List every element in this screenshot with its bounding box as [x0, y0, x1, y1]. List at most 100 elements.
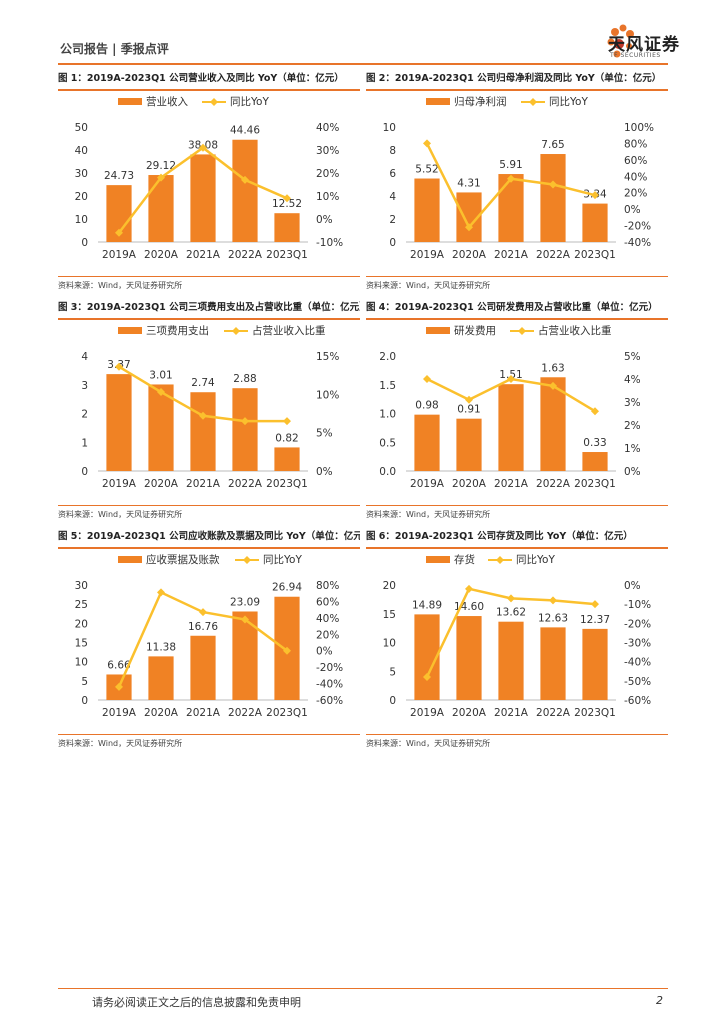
line-point [465, 584, 473, 593]
x-tick-label: 2019A [102, 707, 137, 719]
line-point [465, 223, 473, 232]
x-tick-label: 2021A [186, 478, 221, 490]
x-tick-label: 2023Q1 [266, 707, 308, 719]
legend-bar-swatch [426, 556, 450, 563]
bar [456, 418, 482, 471]
figure-source: 资料来源：Wind，天风证券研究所 [58, 281, 183, 290]
bar [582, 203, 608, 242]
bar [232, 139, 258, 242]
figure-4: 图 4：2019A-2023Q1 公司研发费用及占营收比重（单位：亿元） 研发费… [366, 299, 668, 524]
chart-legend: 归母净利润 同比YoY [426, 95, 588, 108]
figure-1: 图 1：2019A-2023Q1 公司营业收入及同比 YoY（单位：亿元） 营业… [58, 70, 360, 295]
y2-tick-label: 30% [316, 145, 339, 157]
legend-line-marker [518, 327, 526, 335]
bar [274, 213, 300, 242]
y2-tick-label: 10% [316, 389, 339, 401]
bar [498, 621, 524, 700]
y-tick-label: 4 [389, 191, 396, 203]
bar [582, 452, 608, 471]
bar-value-label: 5.52 [415, 164, 438, 176]
y2-tick-label: 3% [624, 397, 641, 409]
bar-value-label: 12.52 [272, 198, 302, 210]
bar-value-label: 12.63 [538, 612, 568, 624]
x-tick-label: 2020A [144, 478, 179, 490]
x-tick-label: 2023Q1 [574, 478, 616, 490]
figure-source: 资料来源：Wind，天风证券研究所 [366, 739, 491, 748]
bar [414, 178, 440, 242]
y-tick-label: 1.0 [379, 409, 396, 421]
x-tick-label: 2023Q1 [574, 249, 616, 261]
logo-icon [607, 24, 634, 58]
bar [540, 377, 566, 471]
bar-value-label: 23.09 [230, 596, 260, 608]
legend-line-marker [496, 556, 504, 564]
bar [106, 374, 132, 471]
line-point [157, 588, 165, 597]
legend-bar-label: 归母净利润 [454, 95, 507, 108]
x-tick-label: 2021A [494, 707, 529, 719]
line-point [241, 175, 249, 184]
y2-tick-label: 100% [624, 122, 654, 134]
y-tick-label: 1 [81, 437, 88, 449]
chart-legend: 应收票据及账款 同比YoY [118, 553, 302, 566]
x-tick-label: 2021A [494, 478, 529, 490]
y-tick-label: 25 [75, 599, 88, 611]
x-tick-label: 2022A [536, 707, 571, 719]
bar [498, 174, 524, 242]
line-point [423, 375, 431, 383]
line-point [157, 388, 165, 397]
y-tick-label: 2 [389, 214, 396, 226]
x-tick-label: 2020A [452, 707, 487, 719]
line-point [423, 673, 431, 681]
legend-bar-label: 存货 [454, 553, 475, 566]
y2-tick-label: -10% [624, 599, 651, 611]
y2-tick-label: 40% [316, 122, 339, 134]
y-tick-label: 2 [81, 409, 88, 421]
legend-bar-label: 营业收入 [146, 95, 188, 108]
bar-value-label: 6.66 [107, 659, 131, 671]
x-tick-label: 2019A [410, 707, 445, 719]
y2-tick-label: 0% [624, 580, 641, 592]
y-tick-label: 40 [75, 145, 88, 157]
y-tick-label: 20 [75, 618, 88, 630]
line-point [549, 180, 557, 189]
x-tick-label: 2020A [144, 249, 179, 261]
legend-line-label: 同比YoY [516, 553, 555, 566]
logo-name: 天风证券 [608, 35, 680, 55]
bar [456, 616, 482, 700]
y2-tick-label: 5% [624, 351, 641, 363]
bar-value-label: 3.01 [149, 369, 172, 381]
x-tick-label: 2023Q1 [266, 478, 308, 490]
y-tick-label: 10 [383, 122, 396, 134]
y2-tick-label: 4% [624, 374, 641, 386]
y2-tick-label: 0% [316, 646, 333, 658]
y2-tick-label: -60% [624, 695, 651, 707]
bar [274, 447, 300, 471]
bar-value-label: 0.82 [275, 432, 298, 444]
header-rule [58, 63, 668, 65]
figure-bottom-rule [366, 505, 668, 506]
figure-bottom-rule [366, 734, 668, 735]
y2-tick-label: 15% [316, 351, 339, 363]
line-point [241, 615, 249, 624]
y2-tick-label: 40% [316, 613, 339, 625]
line-point [591, 407, 599, 416]
figure-source: 资料来源：Wind，天风证券研究所 [366, 510, 491, 519]
bar-value-label: 0.98 [415, 400, 438, 412]
figure-title: 图 3：2019A-2023Q1 公司三项费用支出及占营收比重（单位：亿元） [58, 302, 360, 313]
figure-title: 图 1：2019A-2023Q1 公司营业收入及同比 YoY（单位：亿元） [58, 73, 344, 84]
bar-value-label: 13.62 [496, 607, 526, 619]
figure-6: 图 6：2019A-2023Q1 公司存货及同比 YoY（单位：亿元） 存货 同比… [366, 528, 668, 753]
legend-line-label: 同比YoY [230, 95, 269, 108]
x-tick-label: 2019A [102, 249, 137, 261]
x-tick-label: 2020A [144, 707, 179, 719]
logo-subtitle: TF SECURITIES [610, 52, 661, 59]
figure-rule [366, 318, 668, 320]
legend-bar-swatch [426, 98, 450, 105]
figure-rule [58, 318, 360, 320]
chart-2: 归母净利润 同比YoY 0 2 4 6 8 10 -40% -20% 0% 20% 40% 60% 80% 1… [383, 95, 654, 261]
figure-title: 图 2：2019A-2023Q1 公司归母净利润及同比 YoY（单位：亿元） [366, 73, 662, 84]
chart-3: 三项费用支出占营业收入比重012340%5%10%15%3.372019A3.0… [81, 324, 339, 490]
chart-legend: 研发费用 占营业收入比重 [426, 324, 612, 337]
legend-line-label: 占营业收入比重 [252, 324, 326, 337]
